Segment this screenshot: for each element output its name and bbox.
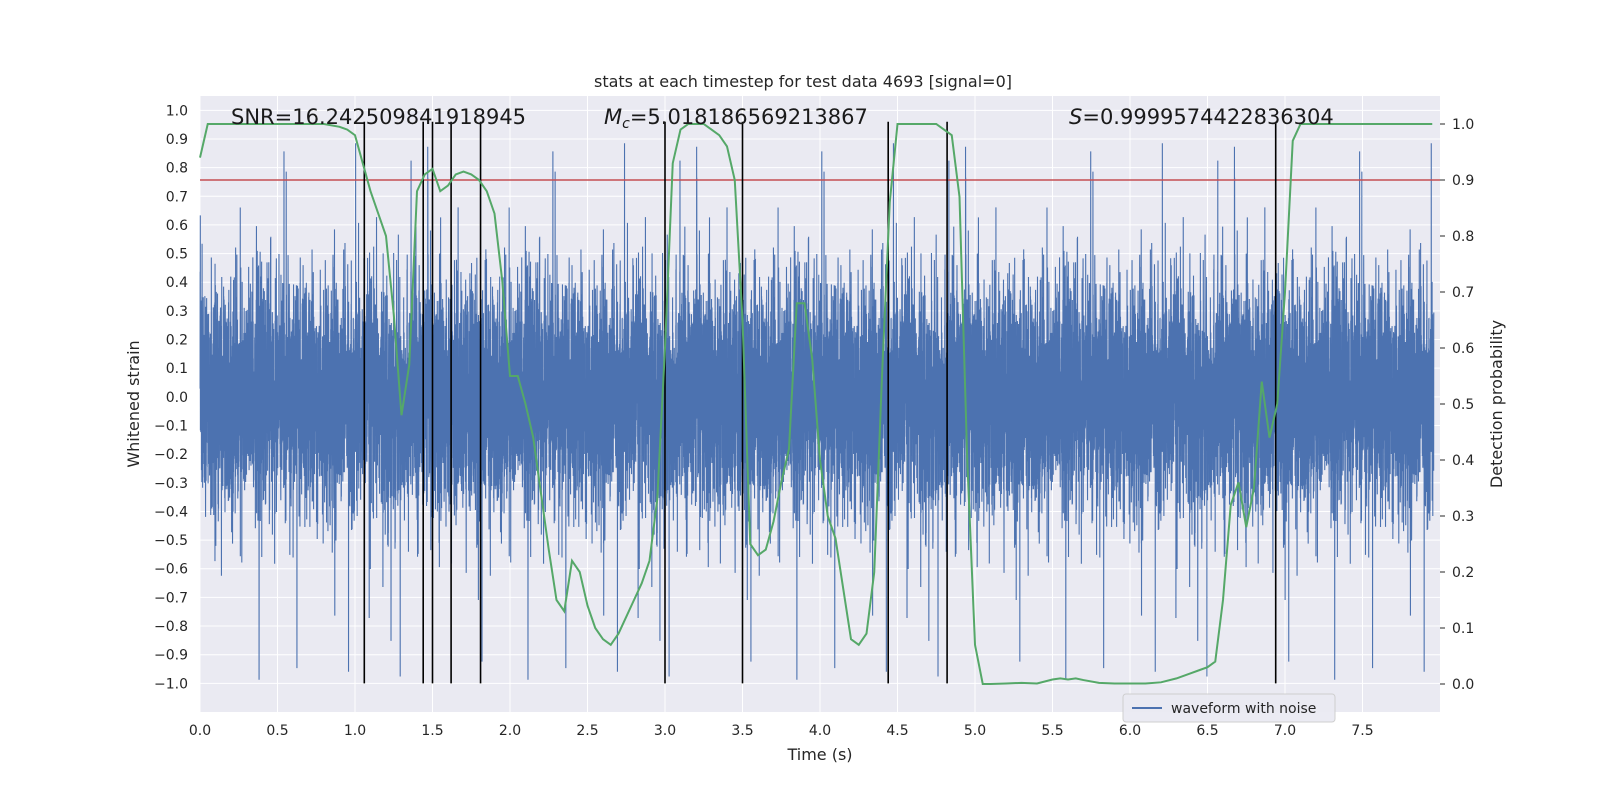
y-tick-label: −0.2 — [154, 447, 188, 463]
y-right-tick-label: 0.8 — [1452, 229, 1474, 245]
detection-probability-series — [199, 123, 1433, 685]
y-tick-label: 0.7 — [166, 189, 188, 205]
y-tick-label: 1.0 — [166, 103, 188, 119]
x-tick-label: 3.0 — [654, 723, 676, 739]
y-tick-label: −0.1 — [154, 418, 188, 434]
snr-annotation: SNR=16.242509841918945 — [231, 105, 526, 129]
chirp-mass-symbol: M — [604, 105, 622, 129]
waveform-with-noise-line — [199, 143, 1435, 680]
y-tick-label: −0.9 — [154, 648, 188, 664]
y-right-tick-label: 0.7 — [1452, 285, 1474, 301]
x-tick-label: 3.5 — [731, 723, 753, 739]
y-right-tick-label: 1.0 — [1452, 117, 1474, 133]
y-tick-label: −0.3 — [154, 476, 188, 492]
chirp-mass-annotation: Mc=5.018186569213867 — [604, 105, 868, 132]
score-annotation: S=0.9999574422836304 — [1069, 105, 1334, 129]
x-tick-label: 6.0 — [1119, 723, 1141, 739]
x-tick-label: 4.0 — [809, 723, 831, 739]
y-right-tick-label: 0.3 — [1452, 509, 1474, 525]
y-right-tick-label: 0.0 — [1452, 677, 1474, 693]
y-tick-label: 0.0 — [166, 390, 188, 406]
x-tick-label: 1.5 — [421, 723, 443, 739]
y-right-tick-label: 0.2 — [1452, 565, 1474, 581]
y-tick-label: 0.6 — [166, 218, 188, 234]
y-right-tick-label: 0.5 — [1452, 397, 1474, 413]
x-tick-label: 7.5 — [1351, 723, 1373, 739]
chirp-mass-subscript: c — [622, 116, 630, 132]
chirp-mass-value: =5.018186569213867 — [630, 105, 868, 129]
y-axis-left: 1.0 0.9 0.8 0.7 0.6 0.5 0.4 0.3 0.2 0.1 0.0 −0.1 −0.… — [154, 103, 188, 692]
x-tick-label: 5.0 — [964, 723, 986, 739]
y-axis-label: Whitened strain — [124, 340, 143, 467]
y-tick-label: 0.3 — [166, 304, 188, 320]
score-value: =0.9999574422836304 — [1082, 105, 1333, 129]
detection-probability-line — [199, 123, 1433, 685]
x-tick-label: 0.0 — [189, 723, 211, 739]
y-right-tick-label: 0.1 — [1452, 621, 1474, 637]
y-tick-label: 0.9 — [166, 132, 188, 148]
x-tick-label: 5.5 — [1041, 723, 1063, 739]
x-tick-label: 4.5 — [886, 723, 908, 739]
y-tick-label: −0.8 — [154, 619, 188, 635]
y-right-tick-label: 0.9 — [1452, 173, 1474, 189]
score-symbol: S — [1069, 105, 1082, 129]
y-tick-label: 0.4 — [166, 275, 188, 291]
legend-label: waveform with noise — [1171, 701, 1316, 717]
y-right-axis-label: Detection probability — [1487, 320, 1506, 488]
x-tick-label: 6.5 — [1196, 723, 1218, 739]
y-tick-label: 0.1 — [166, 361, 188, 377]
y-tick-label: 0.5 — [166, 247, 188, 263]
y-right-tick-label: 0.4 — [1452, 453, 1474, 469]
y-axis-right: 1.0 0.9 0.8 0.7 0.6 0.5 0.4 0.3 0.2 0.1 0.0 — [1440, 117, 1474, 693]
x-tick-label: 2.5 — [576, 723, 598, 739]
x-axis: 0.0 0.5 1.0 1.5 2.0 2.5 3.0 3.5 4.0 4.5 5.0 5.5 6.0 6… — [189, 723, 1374, 739]
x-tick-label: 7.0 — [1274, 723, 1296, 739]
x-axis-label: Time (s) — [786, 745, 852, 764]
y-tick-label: 0.8 — [166, 161, 188, 177]
y-tick-label: −0.7 — [154, 590, 188, 606]
waveform-with-noise-series — [199, 143, 1435, 680]
chart-title: stats at each timestep for test data 469… — [594, 72, 1012, 91]
vertical-markers — [363, 121, 1277, 684]
legend: waveform with noise — [1122, 693, 1336, 723]
y-tick-label: −1.0 — [154, 676, 188, 692]
y-tick-label: 0.2 — [166, 333, 188, 349]
plot-content — [199, 121, 1440, 685]
x-tick-label: 1.0 — [344, 723, 366, 739]
y-tick-label: −0.5 — [154, 533, 188, 549]
x-tick-label: 0.5 — [266, 723, 288, 739]
y-tick-label: −0.6 — [154, 562, 188, 578]
y-tick-label: −0.4 — [154, 504, 188, 520]
legend-box — [1122, 693, 1336, 723]
x-tick-label: 2.0 — [499, 723, 521, 739]
y-right-tick-label: 0.6 — [1452, 341, 1474, 357]
